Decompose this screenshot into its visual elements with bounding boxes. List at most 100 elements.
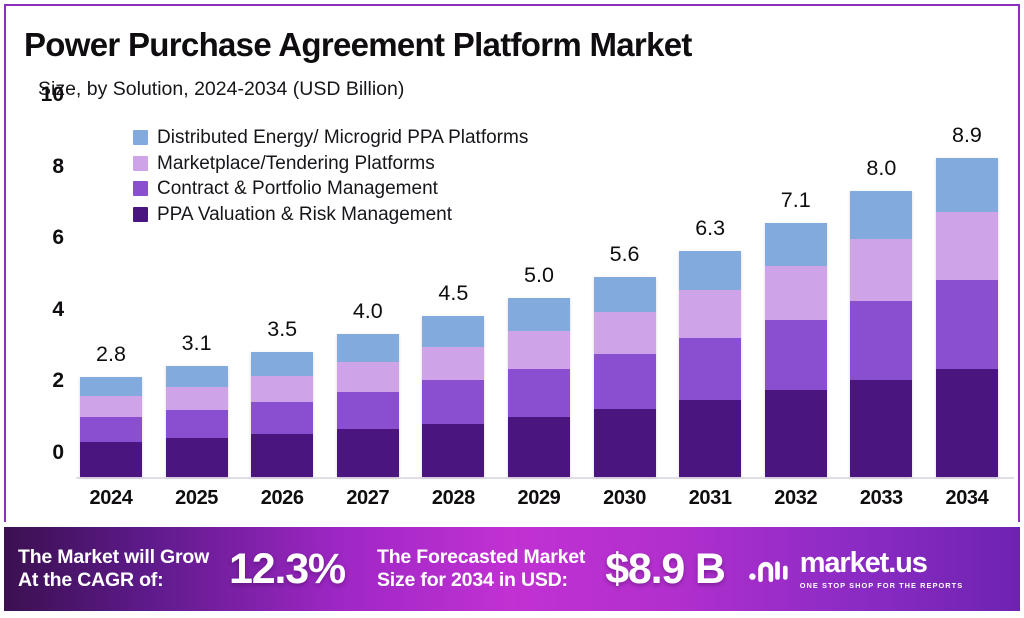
bar-segment[interactable]: [422, 346, 485, 381]
bar-segment[interactable]: [422, 423, 485, 477]
bar-column[interactable]: 3.1: [165, 331, 228, 477]
bar-segment[interactable]: [764, 222, 827, 266]
bar-segment[interactable]: [80, 441, 142, 477]
bar-segment[interactable]: [850, 300, 913, 381]
x-axis-labels: 2024 2025 2026 2027 2028 2029 2030 2031 2032 2033…: [76, 487, 1006, 510]
stacked-bar[interactable]: [850, 190, 913, 477]
x-axis-tick: 2033: [859, 487, 903, 509]
bar-segment[interactable]: [422, 380, 485, 424]
bar-column[interactable]: 5.6: [593, 242, 656, 477]
logo-name: market.us: [799, 546, 928, 579]
bar-value-label: 8.9: [951, 123, 982, 148]
bar-segment[interactable]: [80, 396, 142, 417]
bar-segment[interactable]: [850, 380, 913, 477]
bar-segment[interactable]: [679, 337, 742, 401]
bar-segment[interactable]: [507, 298, 570, 332]
legend-item[interactable]: Contract & Portfolio Management: [133, 179, 528, 198]
legend-swatch-icon: [133, 181, 148, 196]
bar-segment[interactable]: [764, 265, 827, 321]
x-axis-tick: 2024: [89, 487, 133, 509]
bar-column[interactable]: 2.8: [80, 342, 142, 477]
legend-item[interactable]: Distributed Energy/ Microgrid PPA Platfo…: [133, 128, 528, 147]
bar-segment[interactable]: [850, 238, 913, 301]
forecast-value: $8.9 B: [605, 544, 726, 593]
x-axis-tick: 2027: [346, 487, 390, 509]
chart-card: Power Purchase Agreement Platform Market…: [4, 4, 1020, 522]
bar-value-label: 4.0: [352, 298, 383, 323]
bar-segment[interactable]: [165, 410, 228, 439]
legend-item[interactable]: PPA Valuation & Risk Management: [133, 205, 528, 224]
bar-column[interactable]: 8.0: [850, 156, 913, 477]
bar-segment[interactable]: [336, 391, 399, 430]
bar-segment[interactable]: [935, 280, 998, 369]
bar-segment[interactable]: [935, 368, 998, 477]
bar-column[interactable]: 4.5: [422, 281, 485, 477]
bar-segment[interactable]: [679, 400, 742, 477]
stacked-bar[interactable]: [764, 222, 827, 477]
bar-segment[interactable]: [679, 251, 742, 290]
x-axis-tick: 2032: [774, 487, 818, 509]
bar-segment[interactable]: [336, 429, 399, 477]
y-axis-tick: 10: [40, 83, 64, 106]
cagr-value: 12.3%: [229, 544, 346, 593]
bar-segment[interactable]: [679, 289, 742, 338]
bar-segment[interactable]: [850, 190, 913, 239]
bar-segment[interactable]: [764, 390, 827, 477]
stacked-bar[interactable]: [935, 158, 998, 477]
bar-column[interactable]: 5.0: [507, 263, 570, 477]
bar-segment[interactable]: [935, 211, 998, 281]
bar-segment[interactable]: [165, 366, 228, 388]
stacked-bar[interactable]: [80, 376, 142, 477]
page-title: Power Purchase Agreement Platform Market: [24, 26, 692, 63]
bar-segment[interactable]: [336, 333, 399, 363]
bar-segment[interactable]: [935, 158, 998, 212]
stacked-bar[interactable]: [507, 298, 570, 477]
bar-segment[interactable]: [251, 376, 314, 402]
bar-segment[interactable]: [165, 387, 228, 411]
legend-item[interactable]: Marketplace/Tendering Platforms: [133, 154, 528, 173]
y-axis-tick: 0: [52, 441, 64, 464]
market-us-logo-icon: [748, 561, 788, 583]
bar-value-label: 7.1: [780, 187, 811, 212]
bar-segment[interactable]: [251, 434, 314, 477]
bar-segment[interactable]: [593, 409, 656, 477]
bar-value-label: 8.0: [866, 155, 897, 180]
bar-segment[interactable]: [507, 417, 570, 477]
summary-banner: The Market will Grow At the CAGR of: 12.…: [4, 527, 1020, 611]
bar-segment[interactable]: [80, 416, 142, 442]
bar-segment[interactable]: [593, 354, 656, 410]
bar-value-label: 6.3: [695, 216, 726, 241]
bar-column[interactable]: 7.1: [764, 188, 827, 477]
bar-segment[interactable]: [764, 320, 827, 391]
legend-label: Marketplace/Tendering Platforms: [157, 152, 435, 174]
bar-value-label: 5.0: [524, 263, 554, 287]
bar-group: 2.8 3.1 3.5 4.0 4.5 5.0 5.6 6.3 7.1 8.0 8.9: [76, 119, 1006, 477]
bar-column[interactable]: 4.0: [336, 299, 399, 477]
bar-segment[interactable]: [80, 376, 142, 397]
x-axis-tick: 2025: [175, 487, 219, 509]
legend-swatch-icon: [133, 130, 148, 145]
bar-segment[interactable]: [251, 401, 314, 435]
bar-segment[interactable]: [336, 362, 399, 392]
stacked-bar[interactable]: [679, 251, 742, 477]
legend-swatch-icon: [133, 206, 148, 222]
bar-segment[interactable]: [422, 315, 485, 347]
bar-segment[interactable]: [593, 311, 656, 355]
bar-segment[interactable]: [593, 276, 656, 312]
market-us-logo[interactable]: market.us ONE STOP SHOP FOR THE REPORTS: [748, 546, 964, 590]
bar-segment[interactable]: [507, 331, 570, 369]
bar-column[interactable]: 8.9: [935, 123, 998, 477]
bar-segment[interactable]: [507, 368, 570, 418]
bar-segment[interactable]: [251, 351, 314, 377]
bar-value-label: 3.5: [267, 316, 298, 341]
stacked-bar[interactable]: [422, 315, 485, 477]
bar-column[interactable]: 6.3: [679, 216, 742, 477]
stacked-bar[interactable]: [251, 351, 314, 477]
bar-segment[interactable]: [165, 438, 228, 477]
bar-column[interactable]: 3.5: [251, 317, 314, 477]
y-axis-tick: 2: [52, 369, 64, 393]
stacked-bar[interactable]: [336, 333, 399, 477]
stacked-bar[interactable]: [165, 366, 228, 477]
stacked-bar[interactable]: [593, 276, 656, 477]
